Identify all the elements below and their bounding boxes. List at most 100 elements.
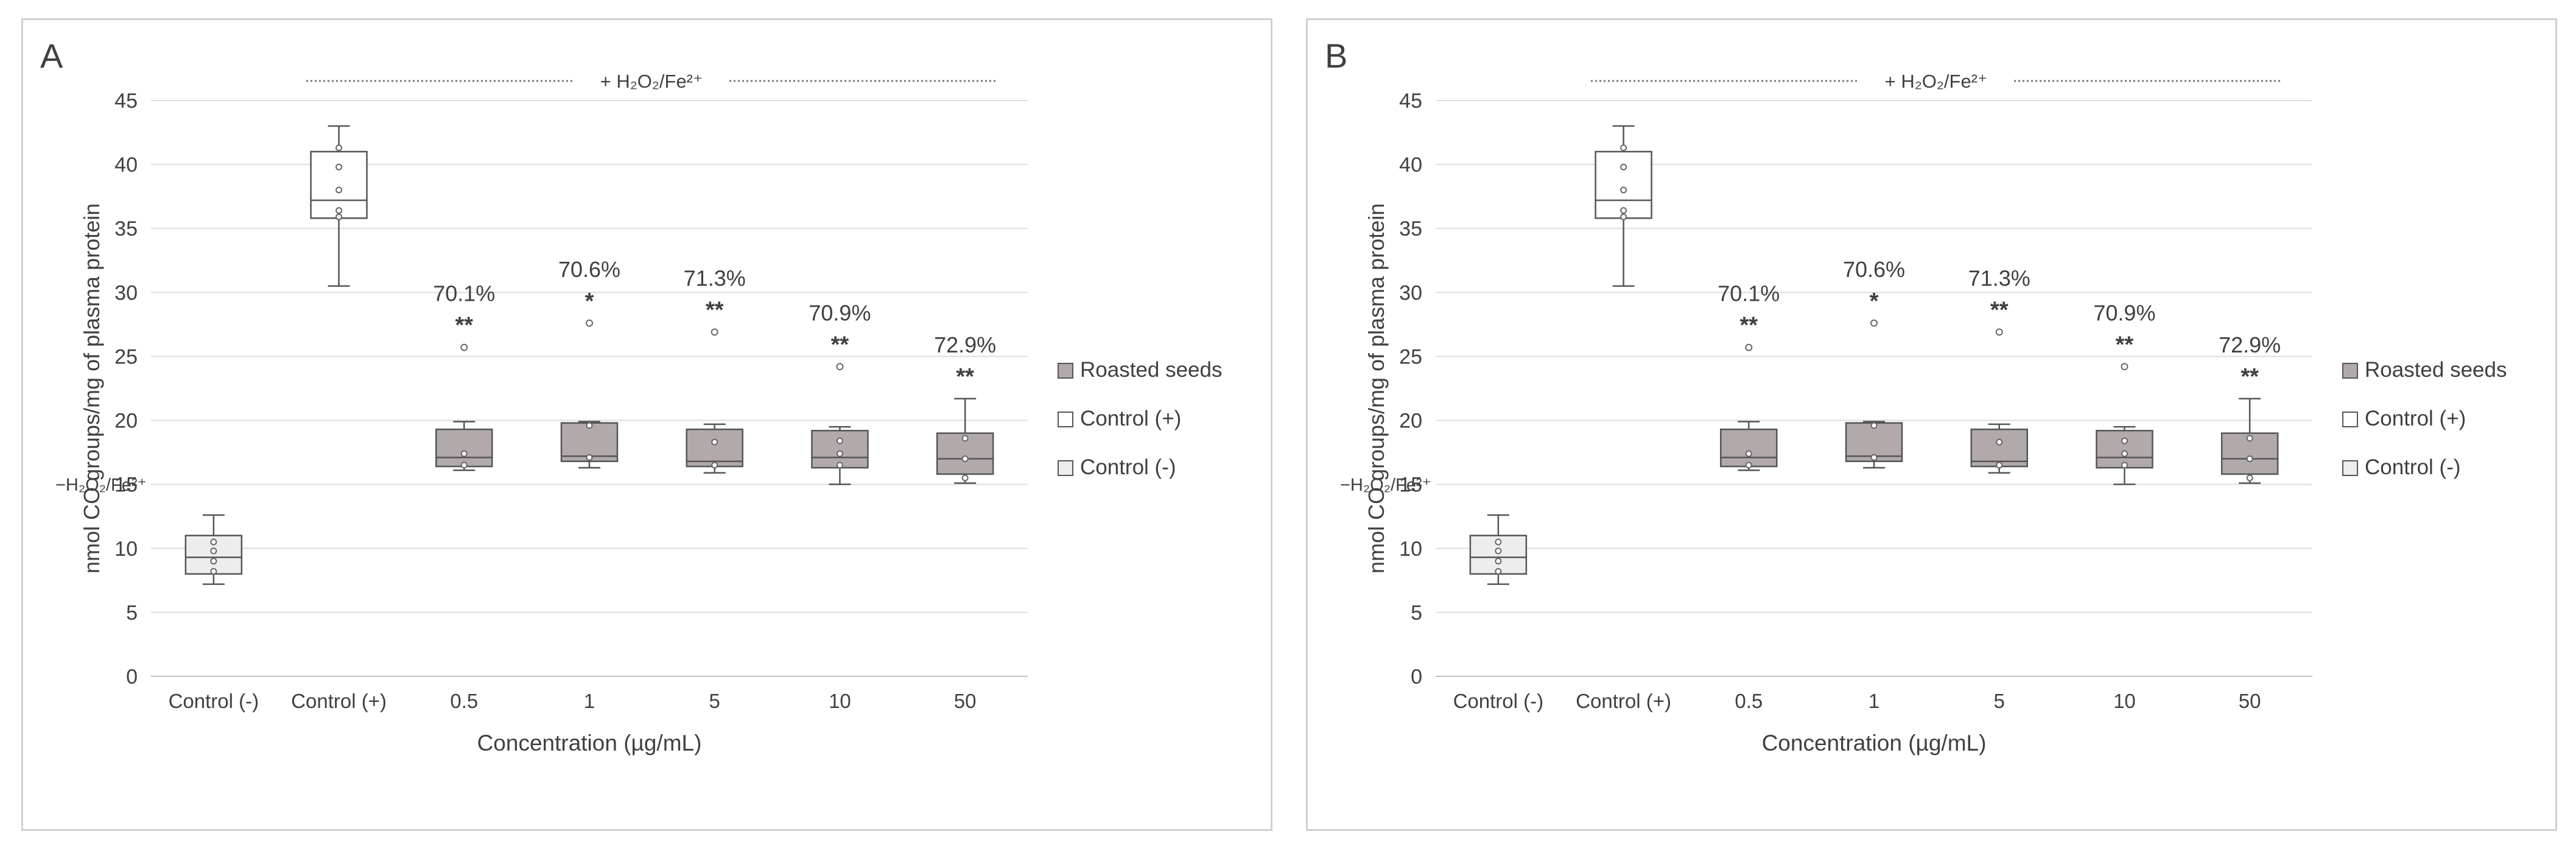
x-tick-label: 0.5 [1735, 690, 1763, 712]
percent-label: 70.6% [558, 257, 620, 282]
data-point [335, 186, 343, 194]
significance-marker: ** [2241, 364, 2259, 390]
data-point [335, 213, 343, 220]
data-point [210, 568, 217, 575]
significance-marker: ** [1739, 313, 1758, 338]
data-point [711, 461, 718, 469]
neg-treatment-label: −H₂O₂/Fe²⁺ [55, 475, 147, 495]
x-tick-label: 10 [2113, 690, 2136, 712]
y-tick-label: 5 [1411, 601, 1422, 625]
data-point [1620, 163, 1627, 170]
data-point [2121, 450, 2128, 457]
y-tick-label: 15 [1399, 474, 1422, 497]
significance-marker: * [585, 289, 594, 314]
box-Control (-) [184, 514, 243, 585]
y-tick-label: 25 [114, 345, 138, 368]
significance-marker: ** [831, 332, 849, 357]
y-tick-label: 20 [114, 410, 138, 433]
legend-label: Roasted seeds [1080, 358, 1222, 382]
treatment-label: + H₂O₂/Fe²⁺ [1885, 71, 1988, 92]
box-0.5 [1720, 343, 1778, 471]
y-tick-label: 45 [1399, 89, 1422, 113]
legend-label: Control (-) [2365, 455, 2461, 479]
significance-marker: ** [2116, 332, 2134, 357]
outlier-point [1870, 319, 1878, 327]
data-point [961, 435, 969, 442]
data-point [1495, 558, 1502, 565]
box-0.5 [435, 343, 493, 471]
y-tick-label: 25 [1399, 345, 1422, 368]
box-5 [1970, 328, 2028, 474]
x-tick-label: 5 [709, 690, 720, 712]
outlier-point [711, 328, 718, 336]
data-point [1870, 454, 1878, 461]
data-point [335, 144, 343, 152]
box-50 [2220, 398, 2279, 484]
legend-swatch [2342, 460, 2358, 476]
box-Control (+) [1595, 125, 1652, 287]
significance-marker: ** [455, 313, 473, 338]
data-point [335, 207, 343, 214]
data-point [1495, 547, 1502, 555]
data-point [1620, 144, 1627, 152]
data-point [586, 422, 593, 429]
data-point [836, 437, 843, 444]
y-tick-label: 10 [1399, 538, 1422, 561]
significance-marker: ** [956, 364, 974, 390]
chart-panel-b: B 0 5 10 15 20 25 30 35 40 45 nmol CO groups/mg of … [1306, 18, 2557, 831]
y-tick-label: 40 [114, 153, 138, 177]
neg-treatment-label: −H₂O₂/Fe²⁺ [1340, 475, 1431, 495]
data-point [586, 454, 593, 461]
box-rect [2096, 430, 2153, 469]
data-point [1745, 461, 1752, 469]
y-tick-label: 20 [1399, 410, 1422, 433]
data-point [1495, 568, 1502, 575]
y-tick-label: 30 [114, 281, 138, 304]
chart-panel-a: A 0 5 10 15 20 25 30 35 40 45 nmol CO groups/mg of … [21, 18, 1272, 831]
box-50 [936, 398, 994, 484]
data-point [2121, 461, 2128, 469]
outlier-point [1995, 328, 2003, 336]
data-point [2121, 437, 2128, 444]
data-point [1495, 538, 1502, 545]
x-tick-label: 1 [584, 690, 595, 712]
legend-label: Control (+) [1080, 407, 1181, 430]
percent-label: 70.9% [2093, 300, 2155, 325]
data-point [1745, 450, 1752, 457]
outlier-point [586, 319, 593, 327]
y-tick-label: 10 [114, 538, 138, 561]
y-tick-label: 35 [1399, 217, 1422, 240]
data-point [1996, 438, 2003, 446]
x-axis-title: Concentration (µg/mL) [477, 731, 702, 755]
significance-marker: ** [1990, 298, 2009, 323]
y-tick-label: 35 [114, 217, 138, 240]
box-1 [560, 319, 619, 469]
legend-label: Roasted seeds [2365, 358, 2507, 382]
treatment-label: + H₂O₂/Fe²⁺ [600, 71, 703, 92]
y-tick-label: 45 [114, 89, 138, 113]
y-tick-label: 5 [126, 601, 138, 625]
legend-swatch [1058, 460, 1073, 476]
x-tick-label: 50 [954, 690, 977, 712]
legend-swatch [2342, 412, 2358, 427]
box-5 [686, 328, 743, 474]
data-point [836, 450, 843, 457]
box-Control (+) [310, 125, 368, 287]
percent-label: 70.1% [1718, 281, 1780, 306]
box-rect [1595, 150, 1652, 219]
percent-label: 72.9% [934, 332, 996, 357]
data-point [460, 461, 468, 469]
box-rect [1720, 429, 1778, 468]
data-point [1870, 422, 1878, 429]
x-tick-label: Control (-) [169, 690, 259, 712]
box-Control (-) [1469, 514, 1528, 585]
y-axis-title: nmol CO groups/mg of plasma protein [1364, 203, 1389, 573]
data-point [335, 163, 343, 170]
y-axis-title: nmol CO groups/mg of plasma protein [79, 203, 104, 573]
percent-label: 71.3% [1968, 266, 2030, 291]
y-tick-label: 0 [126, 665, 138, 689]
x-tick-label: Control (-) [1453, 690, 1544, 712]
data-point [210, 558, 217, 565]
box-1 [1845, 319, 1903, 469]
